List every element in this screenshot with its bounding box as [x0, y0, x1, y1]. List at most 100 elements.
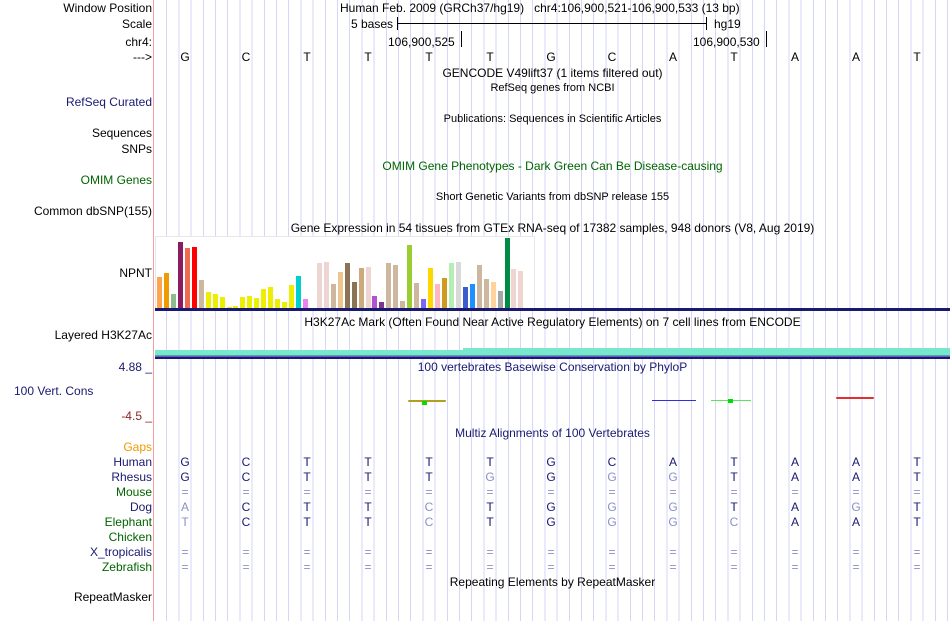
repeatmasker-track-title[interactable]: Repeating Elements by RepeatMasker: [449, 575, 656, 589]
gtex-tissue-bar[interactable]: [462, 287, 468, 309]
gtex-tissue-bar[interactable]: [358, 268, 364, 309]
gtex-tissue-bar[interactable]: [316, 263, 322, 309]
gtex-tissue-bar[interactable]: [344, 263, 350, 309]
phylop-max-label: 4.88 _: [118, 360, 152, 374]
reference-base: A: [668, 50, 677, 64]
gtex-tissue-bar[interactable]: [268, 287, 274, 309]
gtex-tissue-bar[interactable]: [205, 292, 211, 309]
snps-label[interactable]: SNPs: [121, 142, 152, 156]
gtex-tissue-bar[interactable]: [469, 284, 475, 309]
gtex-tissue-bar[interactable]: [302, 299, 308, 309]
aligned-base: =: [181, 485, 189, 499]
species-label-rhesus[interactable]: Rhesus: [111, 470, 152, 484]
gtex-tissue-bar[interactable]: [483, 279, 489, 309]
gtex-tissue-bar[interactable]: [441, 278, 447, 309]
gtex-tissue-bar[interactable]: [184, 248, 190, 309]
aligned-base: =: [791, 485, 799, 499]
h3k27ac-track-title[interactable]: H3K27Ac Mark (Often Found Near Active Re…: [304, 315, 801, 329]
gtex-tissue-bar[interactable]: [365, 267, 371, 309]
dbsnp-label[interactable]: Common dbSNP(155): [33, 204, 152, 218]
gtex-tissue-bar[interactable]: [435, 284, 440, 309]
gtex-tissue-bar[interactable]: [421, 299, 427, 309]
gtex-tissue-bar[interactable]: [323, 262, 329, 309]
aligned-base: =: [608, 545, 616, 559]
omim-genes-label[interactable]: OMIM Genes: [80, 173, 152, 187]
phylop-mark: [652, 400, 696, 401]
gtex-tissue-bar[interactable]: [476, 265, 482, 309]
species-label-dog[interactable]: Dog: [129, 500, 152, 514]
gtex-tissue-bar[interactable]: [379, 302, 385, 309]
gtex-tissue-bar[interactable]: [233, 306, 239, 309]
gtex-tissue-bar[interactable]: [393, 265, 399, 309]
gtex-tissue-bar[interactable]: [372, 296, 378, 309]
gtex-tissue-bar[interactable]: [212, 294, 218, 309]
gtex-tissue-bar[interactable]: [170, 294, 176, 309]
reference-base: C: [241, 50, 251, 64]
aligned-base: T: [913, 515, 921, 529]
gtex-tissue-bar[interactable]: [407, 245, 413, 309]
gtex-tissue-bar[interactable]: [518, 271, 524, 309]
gtex-tissue-bar[interactable]: [504, 238, 510, 309]
refseq-track-title[interactable]: RefSeq genes from NCBI: [490, 82, 615, 94]
gtex-track-title[interactable]: Gene Expression in 54 tissues from GTEx …: [290, 221, 815, 235]
gtex-tissue-bar[interactable]: [289, 285, 295, 309]
gtex-tissue-bar[interactable]: [337, 272, 343, 309]
publications-track-title[interactable]: Publications: Sequences in Scientific Ar…: [443, 113, 662, 125]
gtex-tissue-bar[interactable]: [386, 263, 392, 309]
scale-assembly: hg19: [714, 17, 741, 31]
refseq-curated-label[interactable]: RefSeq Curated: [65, 95, 152, 109]
gtex-tissue-bar[interactable]: [428, 268, 434, 309]
gtex-tissue-bar[interactable]: [219, 297, 225, 309]
repeatmasker-label[interactable]: RepeatMasker: [73, 590, 152, 604]
gtex-tissue-bar[interactable]: [191, 247, 197, 309]
gtex-tissue-bar[interactable]: [351, 282, 357, 309]
phylop-track-title[interactable]: 100 vertebrates Basewise Conservation by…: [417, 360, 688, 374]
gtex-tissue-bar[interactable]: [497, 291, 503, 309]
gtex-expression-chart[interactable]: [155, 236, 535, 309]
gtex-tissue-bar[interactable]: [448, 263, 454, 309]
phylop-label[interactable]: 100 Vert. Cons: [14, 384, 94, 398]
species-label-human[interactable]: Human: [113, 455, 152, 469]
gtex-tissue-bar[interactable]: [254, 298, 260, 309]
gtex-tissue-bar[interactable]: [163, 273, 169, 309]
gtex-tissue-bar[interactable]: [511, 269, 517, 309]
aligned-base: =: [181, 560, 189, 574]
species-label-zebrafish[interactable]: Zebrafish: [101, 560, 152, 574]
species-label-x_tropicalis[interactable]: X_tropicalis: [89, 545, 152, 559]
gtex-tissue-bar[interactable]: [177, 242, 183, 309]
species-label-chicken[interactable]: Chicken: [108, 530, 152, 544]
aligned-base: G: [546, 455, 556, 469]
species-label-mouse[interactable]: Mouse: [115, 485, 152, 499]
gtex-tissue-bar[interactable]: [261, 289, 267, 309]
h3k27ac-label[interactable]: Layered H3K27Ac: [54, 328, 152, 342]
gtex-gene-label[interactable]: NPNT: [119, 266, 152, 280]
omim-track-title[interactable]: OMIM Gene Phenotypes - Dark Green Can Be…: [382, 159, 723, 173]
multiz-track-title[interactable]: Multiz Alignments of 100 Vertebrates: [455, 426, 650, 440]
gtex-tissue-bar[interactable]: [157, 277, 162, 309]
gtex-tissue-bar[interactable]: [455, 262, 461, 309]
gtex-tissue-bar[interactable]: [414, 283, 420, 309]
gtex-tissue-bar[interactable]: [240, 297, 246, 309]
aligned-base: T: [364, 515, 372, 529]
gtex-tissue-bar[interactable]: [247, 296, 253, 309]
gtex-tissue-bar[interactable]: [490, 282, 496, 309]
gtex-tissue-bar[interactable]: [275, 299, 281, 309]
aligned-base: =: [913, 560, 921, 574]
aligned-base: T: [303, 515, 311, 529]
aligned-base: C: [241, 500, 251, 514]
gtex-tissue-bar[interactable]: [282, 302, 288, 309]
species-label-elephant[interactable]: Elephant: [104, 515, 152, 529]
aligned-base: =: [791, 560, 799, 574]
aligned-base: G: [546, 515, 556, 529]
dbsnp-track-title[interactable]: Short Genetic Variants from dbSNP releas…: [435, 191, 670, 203]
gencode-track-title[interactable]: GENCODE V49lift37 (1 items filtered out): [442, 66, 663, 80]
gtex-tissue-bar[interactable]: [400, 301, 406, 309]
gtex-tissue-bar[interactable]: [296, 276, 301, 309]
sequences-label[interactable]: Sequences: [91, 126, 152, 140]
reference-base: T: [425, 50, 433, 64]
aligned-base: =: [303, 545, 311, 559]
aligned-base: A: [790, 515, 799, 529]
gtex-tissue-bar[interactable]: [330, 284, 336, 309]
aligned-base: G: [180, 470, 190, 484]
gtex-tissue-bar[interactable]: [198, 280, 204, 309]
